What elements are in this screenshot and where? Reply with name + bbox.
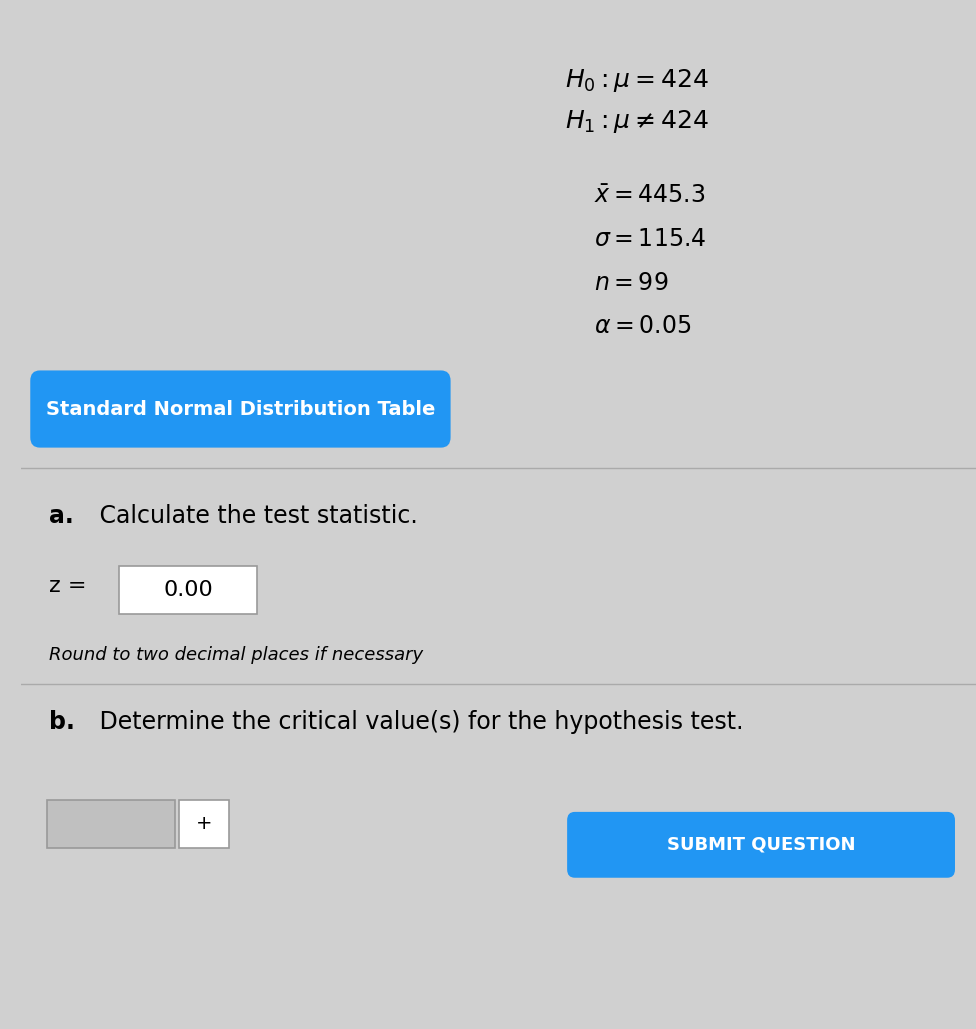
FancyBboxPatch shape <box>119 566 257 614</box>
Text: z =: z = <box>50 576 87 596</box>
Text: $H_0 : \mu = 424$: $H_0 : \mu = 424$ <box>565 67 709 94</box>
Text: $n = 99$: $n = 99$ <box>593 272 669 294</box>
Text: Determine the critical value(s) for the hypothesis test.: Determine the critical value(s) for the … <box>93 710 744 734</box>
Text: $\alpha = 0.05$: $\alpha = 0.05$ <box>593 315 691 338</box>
Text: b.: b. <box>50 710 75 734</box>
Text: Calculate the test statistic.: Calculate the test statistic. <box>93 504 418 528</box>
FancyBboxPatch shape <box>30 370 451 448</box>
Text: $H_1 : \mu \neq 424$: $H_1 : \mu \neq 424$ <box>565 108 709 135</box>
FancyBboxPatch shape <box>48 800 176 848</box>
Text: 0.00: 0.00 <box>163 580 213 600</box>
Text: a.: a. <box>50 504 74 528</box>
Text: Round to two decimal places if necessary: Round to two decimal places if necessary <box>50 646 424 664</box>
Text: $\sigma = 115.4$: $\sigma = 115.4$ <box>593 228 706 251</box>
Text: $\bar{x} = 445.3$: $\bar{x} = 445.3$ <box>593 185 706 208</box>
FancyBboxPatch shape <box>180 800 229 848</box>
FancyBboxPatch shape <box>567 812 955 878</box>
Text: +: + <box>196 814 213 833</box>
Text: SUBMIT QUESTION: SUBMIT QUESTION <box>667 836 855 854</box>
Text: Standard Normal Distribution Table: Standard Normal Distribution Table <box>46 399 435 419</box>
